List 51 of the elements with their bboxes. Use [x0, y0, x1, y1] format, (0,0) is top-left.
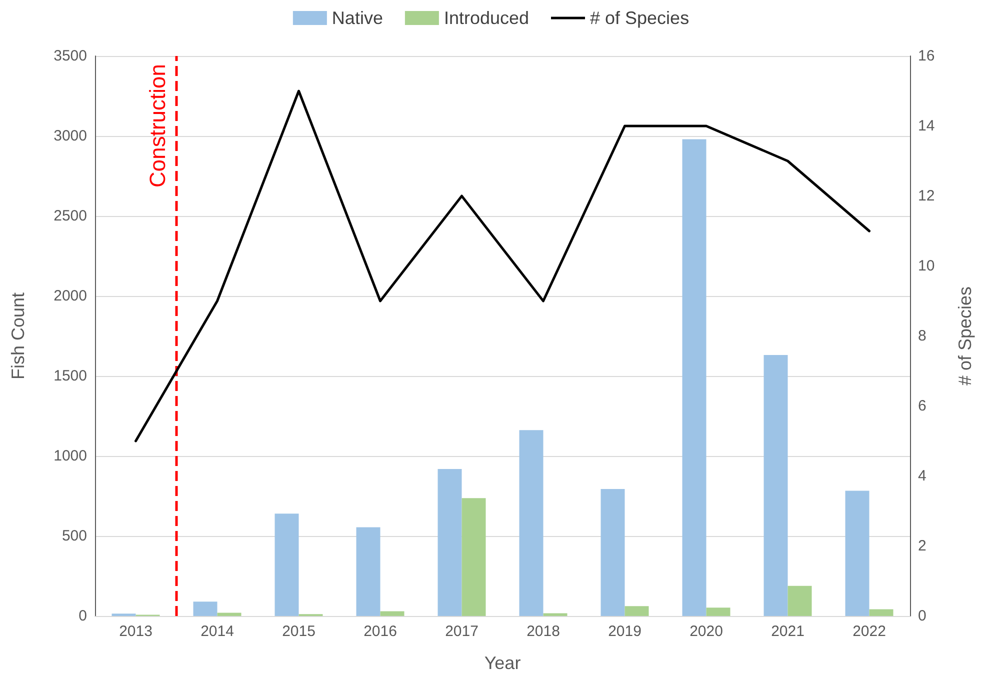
bar — [438, 468, 462, 616]
bar — [706, 608, 730, 616]
y2-tick-label: 16 — [918, 48, 935, 64]
y2-tick-label: 2 — [918, 538, 926, 554]
bar — [356, 527, 380, 616]
bar — [600, 488, 625, 616]
bar — [682, 139, 706, 616]
y2-tick-label: 10 — [918, 258, 935, 274]
y2-tick-label: 0 — [918, 608, 926, 624]
bar — [217, 612, 242, 616]
bar — [788, 586, 812, 616]
x-tick-label: 2017 — [445, 623, 478, 640]
y-tick-label: 500 — [62, 528, 87, 544]
y2-tick-label: 12 — [918, 188, 935, 204]
y-tick-label: 1000 — [54, 448, 87, 464]
x-tick-label: 2021 — [771, 623, 804, 640]
y2-tick-label: 14 — [918, 118, 935, 134]
x-tick-label: 2015 — [282, 623, 316, 640]
y-tick-label: 2500 — [54, 208, 87, 224]
x-tick-label: 2022 — [852, 623, 886, 640]
x-axis-title: Year — [484, 653, 521, 673]
y-tick-label: 3500 — [54, 48, 87, 64]
bar — [845, 490, 870, 616]
y-tick-label: 0 — [78, 608, 87, 624]
y2-tick-label: 4 — [918, 468, 926, 484]
y-axis-title: Fish Count — [8, 292, 28, 380]
x-tick-label: 2016 — [364, 623, 397, 640]
x-tick-label: 2020 — [690, 623, 723, 640]
y-tick-label: 1500 — [54, 368, 87, 384]
y2-tick-label: 6 — [918, 398, 926, 414]
y-tick-label: 2000 — [54, 288, 87, 304]
bar — [274, 514, 299, 616]
bar — [869, 609, 894, 616]
x-tick-label: 2019 — [608, 623, 642, 640]
y2-axis-title: # of Species — [955, 286, 975, 386]
x-tick-label: 2013 — [119, 623, 152, 640]
bar — [764, 355, 788, 616]
legend-label: # of Species — [590, 8, 690, 28]
legend-label: Introduced — [444, 8, 530, 28]
x-tick-label: 2018 — [526, 623, 560, 640]
y2-tick-label: 8 — [918, 328, 926, 344]
x-tick-label: 2014 — [200, 623, 234, 640]
bar — [462, 498, 486, 616]
bar — [193, 602, 218, 616]
legend-label: Native — [332, 8, 383, 28]
bar — [624, 606, 649, 616]
bar — [519, 430, 544, 616]
bar — [380, 611, 404, 616]
bar — [543, 613, 568, 616]
y-tick-label: 3000 — [54, 128, 87, 144]
ref-line-label: Construction — [145, 64, 170, 188]
